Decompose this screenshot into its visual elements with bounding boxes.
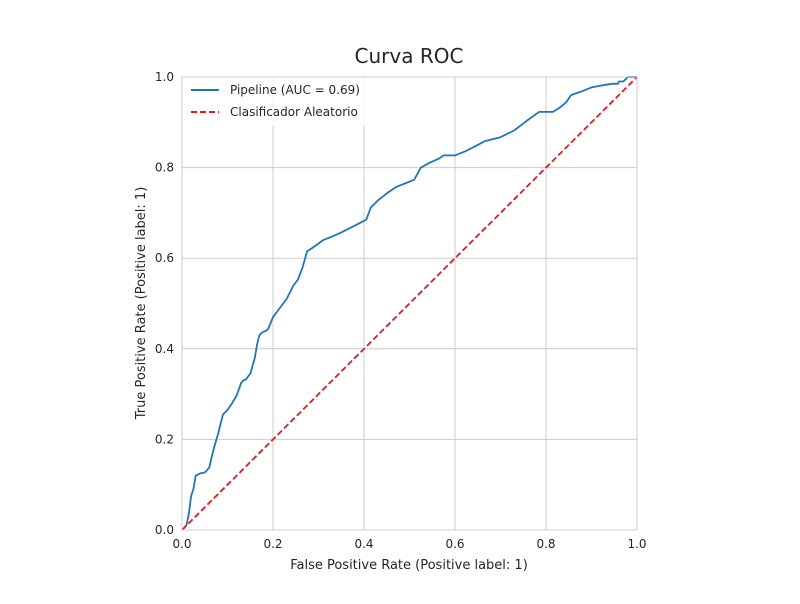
y-tick-label: 1.0 (155, 70, 174, 84)
x-tick-label: 0.2 (263, 537, 282, 551)
y-tick-label: 0.4 (155, 342, 174, 356)
y-axis-label: True Positive Rate (Positive label: 1) (134, 187, 149, 421)
legend-label-random: Clasificador Aleatorio (230, 105, 358, 119)
y-tick-label: 0.2 (155, 432, 174, 446)
x-tick-label: 0.4 (354, 537, 373, 551)
x-axis-label: False Positive Rate (Positive label: 1) (290, 558, 528, 573)
series (181, 76, 638, 531)
plot-frame (181, 76, 638, 531)
x-tick-label: 0.6 (445, 537, 464, 551)
ticks: 0.0 0.2 0.4 0.6 0.8 1.0 0.0 0.2 0.4 0.6 0.8 1.0 (155, 70, 647, 551)
x-tick-label: 1.0 (627, 537, 646, 551)
y-tick-label: 0.0 (155, 523, 174, 537)
y-tick-label: 0.8 (155, 161, 174, 175)
chart-title: Curva ROC (355, 44, 464, 68)
x-tick-label: 0.0 (172, 537, 191, 551)
roc-curve-pipeline (181, 76, 637, 531)
legend-box (184, 78, 376, 126)
legend-label-pipeline: Pipeline (AUC = 0.69) (230, 83, 360, 97)
legend: Pipeline (AUC = 0.69) Clasificador Aleat… (184, 78, 376, 126)
y-tick-label: 0.6 (155, 251, 174, 265)
x-tick-label: 0.8 (536, 537, 555, 551)
random-classifier-line (181, 76, 638, 531)
